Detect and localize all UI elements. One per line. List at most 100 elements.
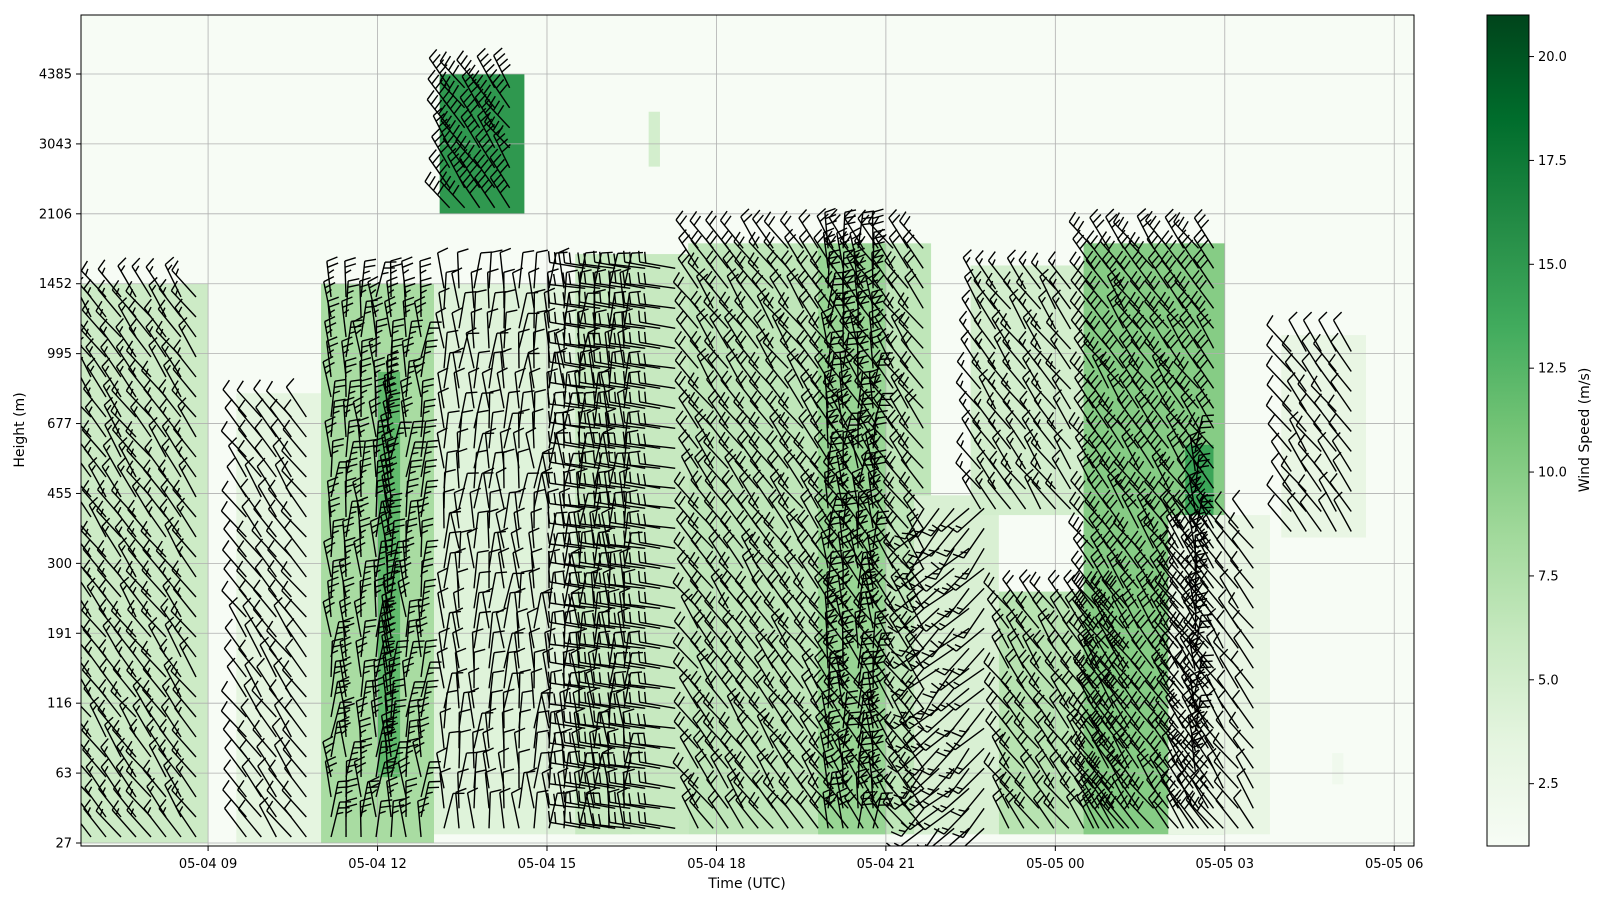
wind-barb	[488, 650, 506, 689]
wind-barb	[144, 498, 167, 538]
y-tick-label: 63	[55, 767, 72, 782]
wind-barb	[81, 822, 92, 838]
wind-barb	[386, 492, 403, 532]
wind-barb	[170, 660, 197, 698]
wind-barb	[221, 480, 247, 518]
y-tick-label: 677	[47, 417, 72, 432]
wind-barb	[252, 719, 277, 758]
wind-barb	[489, 148, 511, 189]
wind-barb	[104, 716, 122, 758]
wind-barb	[101, 457, 122, 498]
wind-barb	[285, 478, 307, 518]
wind-barb	[370, 296, 384, 338]
wind-barb	[402, 536, 415, 578]
wind-barb	[458, 529, 472, 569]
wind-barb	[273, 736, 292, 778]
wind-barb	[83, 438, 107, 478]
wind-barb	[81, 705, 92, 718]
wind-barb	[502, 768, 515, 809]
wind-barb	[237, 439, 262, 478]
wind-barb	[222, 379, 247, 418]
wind-barbs	[81, 47, 1352, 846]
wind-barb	[451, 267, 463, 309]
wind-barb	[220, 500, 247, 538]
wind-barb	[360, 618, 377, 658]
wind-barb	[125, 380, 152, 418]
wind-barb	[81, 764, 92, 778]
y-tick-label: 191	[47, 627, 72, 642]
wind-barb	[220, 420, 247, 458]
wind-barb	[458, 472, 479, 509]
wind-barb	[172, 579, 197, 618]
wind-barb	[503, 672, 524, 709]
wind-barb	[140, 640, 167, 678]
wind-barb	[415, 616, 428, 658]
wind-barb	[256, 737, 277, 778]
wind-barb	[158, 379, 182, 418]
wind-barb	[171, 560, 197, 598]
colorbar: 2.5 5.0 7.5 10.0 12.5 15.0 17.5 20.0 Wind Speed…	[1486, 14, 1593, 847]
wind-barb	[420, 780, 441, 818]
wind-barb	[344, 256, 357, 298]
wind-barb	[280, 500, 307, 538]
y-tick-label: 27	[55, 837, 72, 852]
wind-barb	[81, 580, 92, 598]
wind-barb	[142, 459, 167, 498]
wind-barb	[438, 627, 450, 669]
wind-barb	[117, 257, 137, 298]
wind-barb	[110, 680, 137, 718]
wind-barb	[141, 679, 167, 718]
wind-barb	[420, 760, 441, 798]
wind-barb	[178, 456, 197, 498]
wind-barb	[458, 728, 472, 769]
wind-barb	[352, 395, 366, 438]
wind-barb	[484, 91, 511, 129]
colorbar-tick-label: 5.0	[1538, 673, 1559, 688]
wind-barb	[95, 800, 122, 838]
wind-barb	[224, 798, 247, 838]
wind-barb	[436, 247, 449, 289]
wind-barb	[405, 640, 425, 678]
wind-barb	[488, 409, 505, 449]
wind-barb	[360, 337, 374, 378]
wind-barb	[360, 658, 376, 698]
wind-barb	[171, 380, 197, 418]
wind-barb	[455, 667, 468, 709]
wind-barb	[420, 679, 439, 718]
wind-barb	[255, 398, 277, 438]
wind-barb	[437, 387, 449, 429]
wind-barb	[148, 416, 167, 458]
wind-barb	[172, 479, 197, 518]
colorbar-tick-label: 12.5	[1538, 362, 1567, 377]
y-tick-label: 300	[47, 557, 72, 572]
wind-barb	[280, 561, 307, 598]
wind-barb	[467, 367, 480, 409]
wind-barb	[81, 405, 92, 418]
wind-barb	[437, 587, 449, 629]
wind-barb	[466, 787, 479, 829]
wind-barb	[170, 600, 197, 638]
wind-barb	[420, 321, 442, 358]
wind-barb	[381, 430, 396, 472]
colorbar-tick-label: 17.5	[1538, 154, 1567, 169]
wind-barb	[172, 359, 197, 398]
wind-barb	[163, 757, 182, 798]
wind-barb	[386, 351, 399, 392]
wind-barb	[439, 171, 466, 209]
colorbar-tick-label: 15.0	[1538, 258, 1567, 273]
wind-barb	[271, 717, 292, 758]
wind-barb	[81, 336, 92, 378]
y-tick-label: 455	[47, 487, 72, 502]
wind-barb	[148, 336, 167, 378]
wind-barb	[171, 740, 197, 778]
wind-barb	[439, 71, 466, 109]
wind-barb	[223, 638, 247, 678]
y-tick-label: 995	[47, 347, 72, 362]
wind-barb	[380, 610, 396, 652]
wind-barb	[502, 688, 515, 729]
wind-barb	[488, 789, 502, 829]
wind-barb	[176, 497, 197, 538]
wind-barb	[172, 419, 197, 458]
wind-barb	[284, 638, 307, 678]
wind-barb	[125, 280, 152, 318]
